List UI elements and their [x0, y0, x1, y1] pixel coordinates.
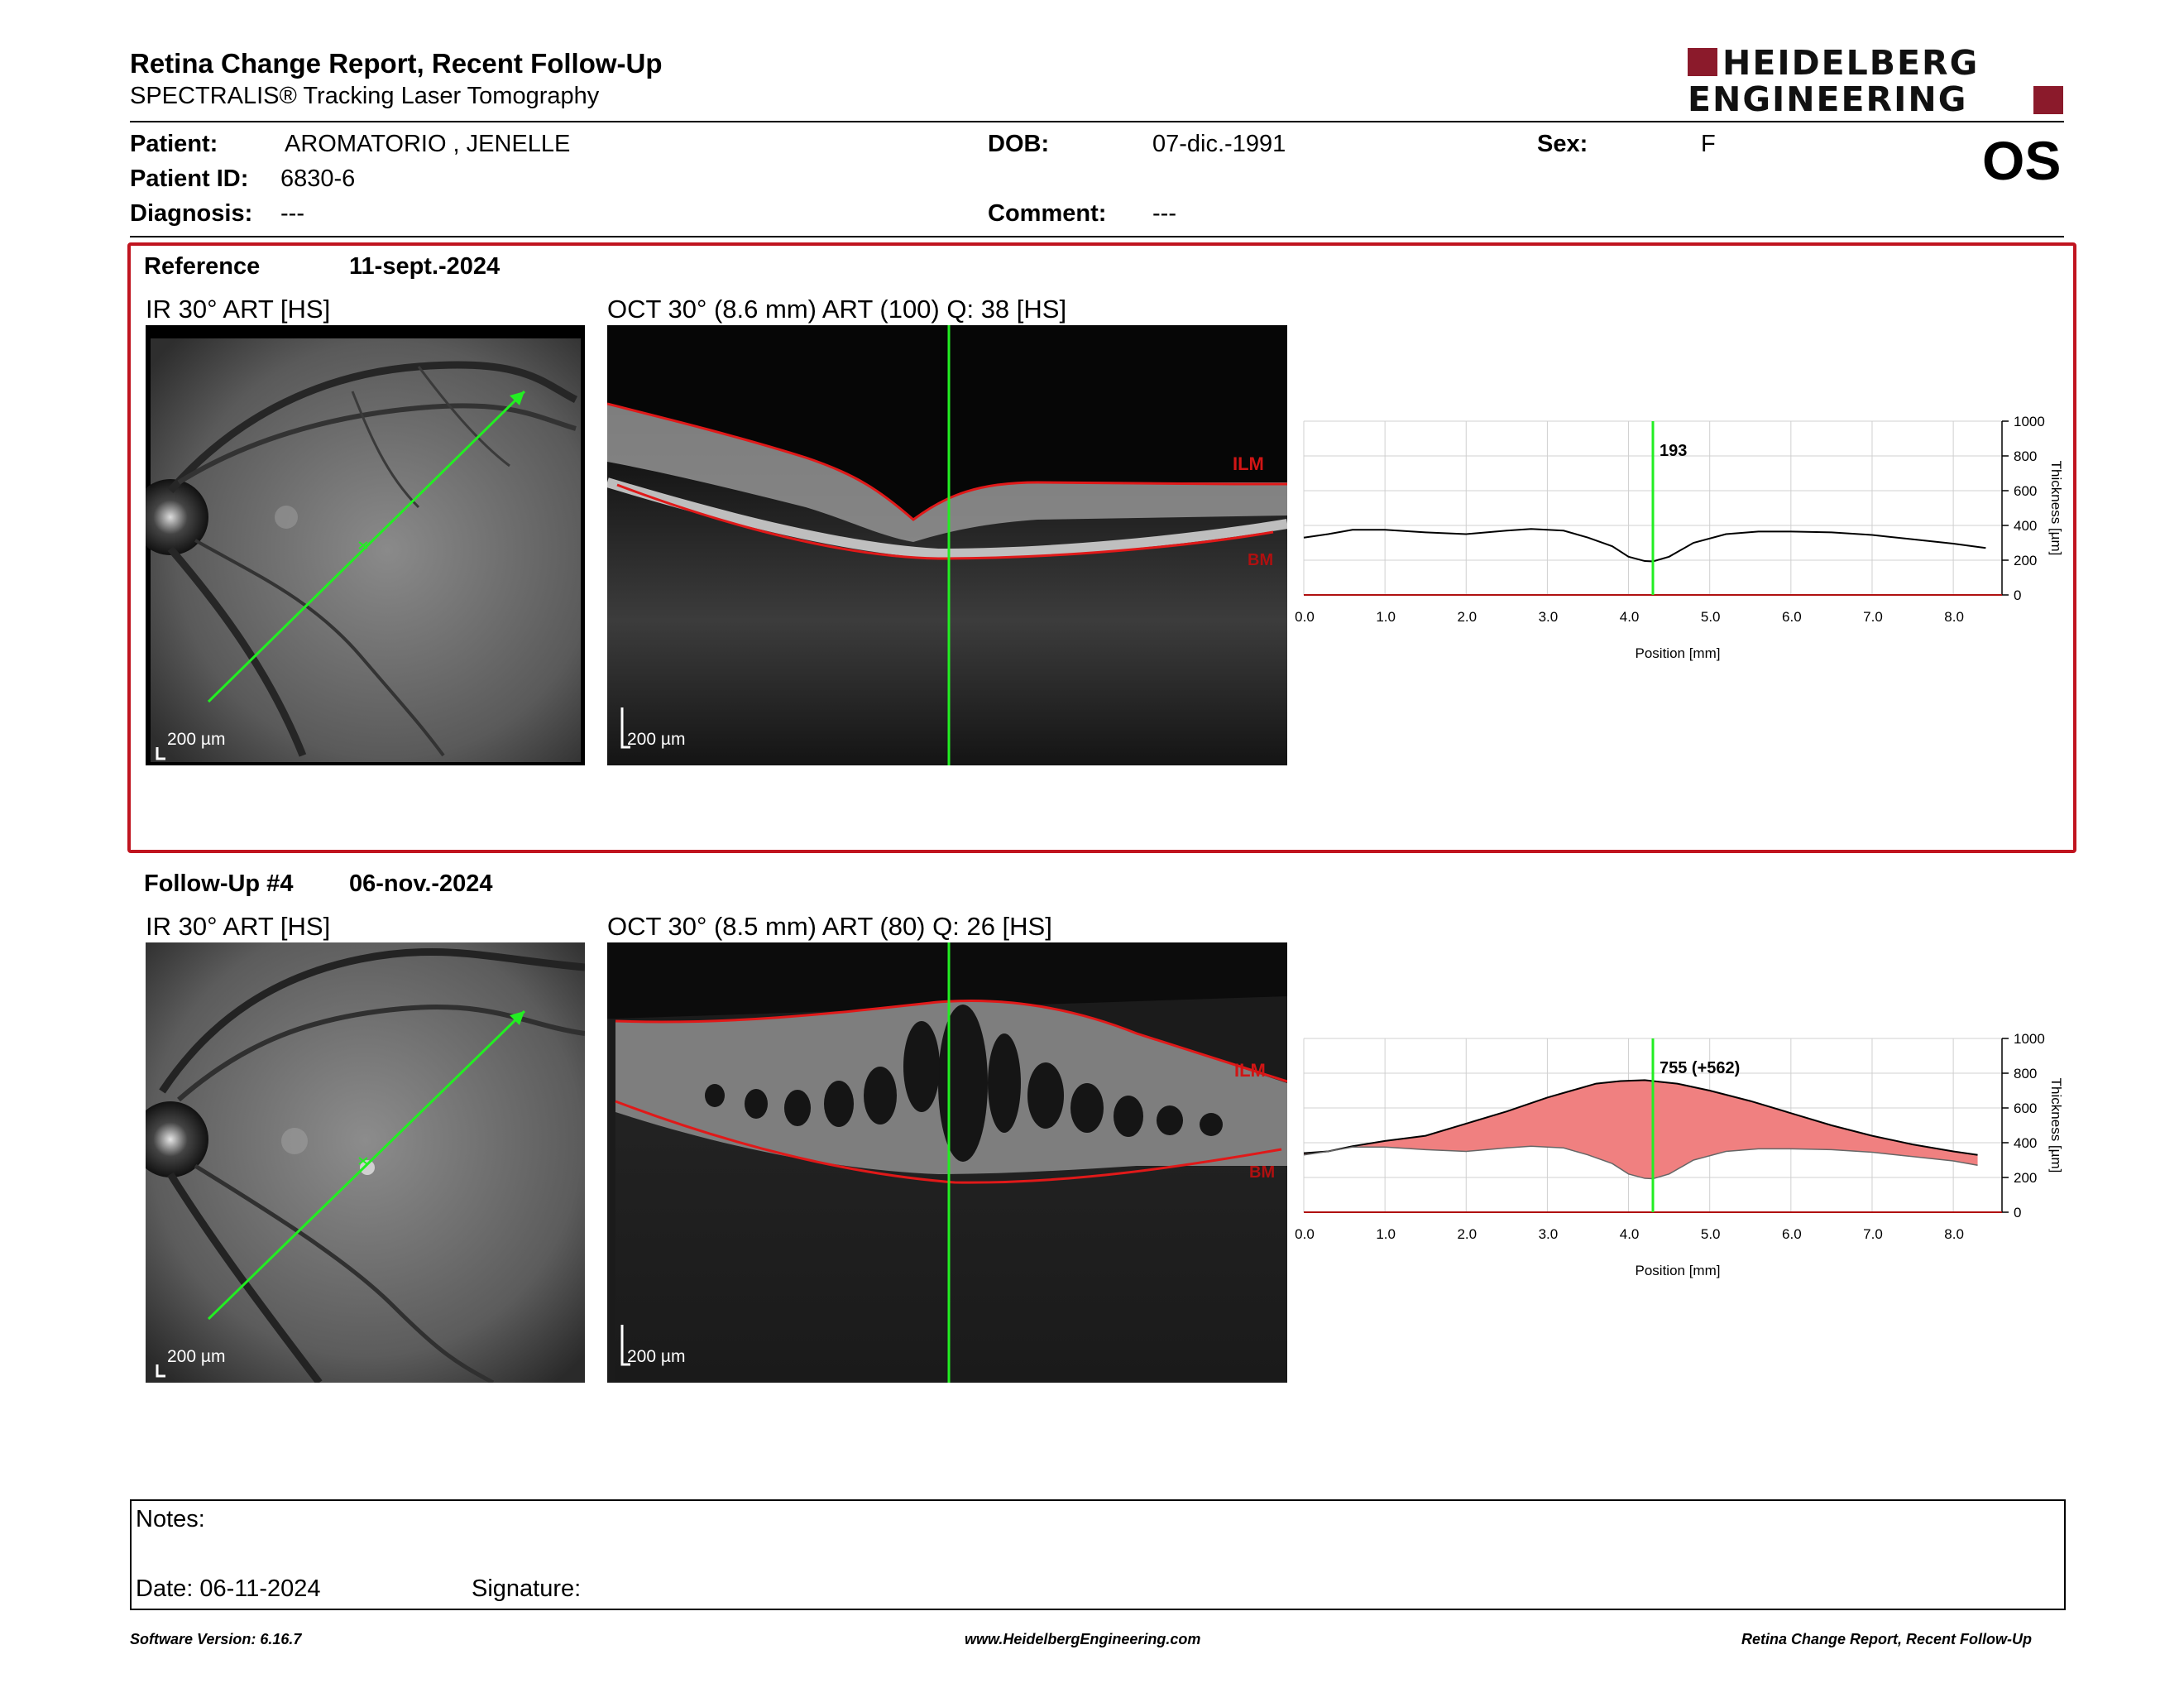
reference-ir-title: IR 30° ART [HS]: [146, 295, 331, 324]
signature-label: Signature:: [472, 1575, 582, 1602]
x-tick-label: 3.0: [1539, 1226, 1559, 1242]
logo-text-bottom: ENGINEERING: [1688, 79, 1968, 119]
y-tick-label: 0: [2014, 587, 2021, 603]
followup-ir-title: IR 30° ART [HS]: [146, 912, 331, 941]
notes-date: Date: 06-11-2024: [136, 1575, 321, 1602]
y-tick-label: 400: [2014, 518, 2037, 534]
patient-id: 6830-6: [280, 165, 356, 192]
followup-oct-title: OCT 30° (8.5 mm) ART (80) Q: 26 [HS]: [607, 912, 1052, 941]
series-line: [1303, 528, 1986, 563]
dob-label: DOB:: [988, 131, 1050, 157]
followup-oct-image: ILM BM: [607, 942, 1287, 1383]
patient-divider: [130, 236, 2064, 237]
x-tick-label: 5.0: [1701, 1226, 1721, 1242]
x-tick-label: 4.0: [1620, 609, 1640, 625]
followup-thickness-chart: 0.0 1.0 2.0 3.0 4.0 5.0 6.0 7.0 8.0 0 200 400 600 800…: [1295, 1031, 2064, 1278]
x-tick-label: 6.0: [1782, 1226, 1802, 1242]
y-tick-label: 800: [2014, 1066, 2037, 1081]
cursor-value-label: 193: [1660, 442, 1687, 460]
x-tick-label: 1.0: [1376, 1226, 1396, 1242]
x-tick-label: 5.0: [1701, 609, 1721, 625]
website-link[interactable]: www.HeidelbergEngineering.com: [965, 1631, 1201, 1647]
y-tick-label: 600: [2014, 1101, 2037, 1116]
y-tick-label: 600: [2014, 483, 2037, 499]
thickness-change-area: [1304, 1080, 1978, 1179]
y-tick-label: 0: [2014, 1205, 2021, 1220]
y-tick-label: 200: [2014, 553, 2037, 568]
reference-frame: [127, 242, 2076, 853]
comment-value: ---: [1152, 200, 1176, 227]
x-tick-label: 0.0: [1295, 1226, 1315, 1242]
followup-ir-image: [146, 942, 585, 1383]
x-axis-label: Position [mm]: [1636, 1263, 1721, 1278]
patient-id-label: Patient ID:: [130, 165, 249, 192]
x-tick-label: 7.0: [1863, 1226, 1883, 1242]
sex-value: F: [1701, 131, 1716, 157]
reference-oct-title: OCT 30° (8.6 mm) ART (100) Q: 38 [HS]: [607, 295, 1067, 324]
followup-label: Follow-Up #4: [144, 870, 294, 897]
followup-ilm-label: ILM: [1234, 1060, 1266, 1081]
software-version: Software Version: 6.16.7: [130, 1631, 302, 1647]
x-tick-label: 8.0: [1944, 1226, 1964, 1242]
x-tick-label: 4.0: [1620, 1226, 1640, 1242]
x-tick-label: 7.0: [1863, 609, 1883, 625]
header-divider: [130, 121, 2064, 122]
y-tick-label: 800: [2014, 448, 2037, 464]
y-axis-label: Thickness [µm]: [2048, 1078, 2064, 1173]
x-tick-label: 6.0: [1782, 609, 1802, 625]
followup-bm-label: BM: [1249, 1163, 1275, 1182]
patient-label: Patient:: [130, 131, 218, 157]
reference-bm-label: BM: [1248, 551, 1273, 569]
notes-label: Notes:: [136, 1506, 205, 1532]
comment-label: Comment:: [988, 200, 1107, 227]
report-subtitle: SPECTRALIS® Tracking Laser Tomography: [130, 83, 600, 109]
logo-text-top: HEIDELBERG: [1722, 43, 1980, 83]
reference-thickness-chart: 0.0 1.0 2.0 3.0 4.0 5.0 6.0 7.0 8.0 0 200 400 600 800…: [1295, 414, 2064, 661]
diagnosis-value: ---: [280, 200, 304, 227]
reference-oct-scale: 200 µm: [627, 730, 686, 749]
y-axis-label: Thickness [µm]: [2048, 461, 2064, 556]
patient-name: AROMATORIO , JENELLE: [285, 131, 571, 157]
reference-oct-image: ILM BM: [607, 325, 1287, 765]
reference-ilm-label: ILM: [1233, 453, 1264, 474]
y-tick-label: 200: [2014, 1170, 2037, 1186]
reference-ir-scale: 200 µm: [167, 730, 226, 749]
y-tick-label: 400: [2014, 1135, 2037, 1151]
y-tick-label: 1000: [2014, 414, 2045, 429]
cursor-value-label: 755 (+562): [1660, 1059, 1740, 1077]
x-tick-label: 3.0: [1539, 609, 1559, 625]
x-tick-label: 0.0: [1295, 609, 1315, 625]
x-tick-label: 2.0: [1457, 1226, 1477, 1242]
reference-label: Reference: [144, 253, 261, 280]
series-line-reference: [1303, 1145, 1978, 1180]
eye-label: OS: [1982, 130, 2062, 191]
followup-date: 06-nov.-2024: [349, 870, 493, 897]
sex-label: Sex:: [1537, 131, 1588, 157]
diagnosis-label: Diagnosis:: [130, 200, 253, 227]
report-title: Retina Change Report, Recent Follow-Up: [130, 48, 663, 79]
dob-value: 07-dic.-1991: [1152, 131, 1286, 157]
reference-date: 11-sept.-2024: [349, 253, 500, 280]
x-tick-label: 2.0: [1457, 609, 1477, 625]
followup-ir-scale: 200 µm: [167, 1347, 226, 1366]
followup-oct-scale: 200 µm: [627, 1347, 686, 1366]
x-axis-label: Position [mm]: [1636, 645, 1721, 661]
x-tick-label: 1.0: [1376, 609, 1396, 625]
reference-ir-image: [146, 325, 585, 765]
footer-report-name: Retina Change Report, Recent Follow-Up: [1741, 1631, 2033, 1647]
x-tick-label: 8.0: [1944, 609, 1964, 625]
series-line-followup: [1303, 1079, 1978, 1156]
y-tick-label: 1000: [2014, 1031, 2045, 1047]
notes-box: [130, 1499, 2066, 1610]
